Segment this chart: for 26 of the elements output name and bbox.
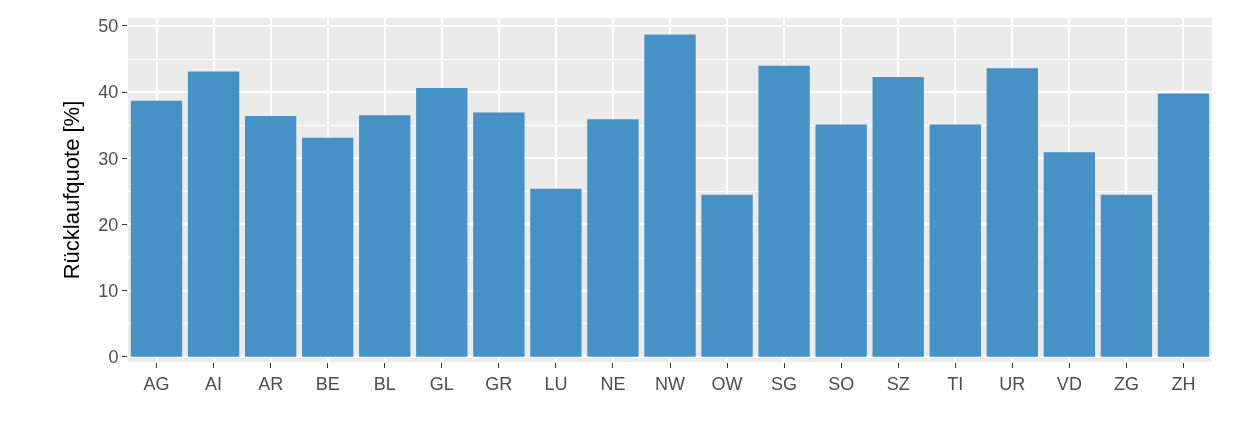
x-tick-label: NE xyxy=(600,373,626,394)
x-tick-label: NW xyxy=(655,373,685,394)
x-tick-label: SZ xyxy=(886,373,910,394)
x-tick-label: BE xyxy=(315,373,340,394)
x-tick-label: AR xyxy=(258,373,284,394)
y-tick-label: 50 xyxy=(98,16,119,37)
x-tick-label: VD xyxy=(1056,373,1082,394)
x-tick-label: GL xyxy=(429,373,454,394)
y-axis-title: Rücklaufquote [%] xyxy=(59,100,85,280)
x-tick-label: OW xyxy=(711,373,743,394)
x-tick-label: AI xyxy=(205,373,223,394)
x-tick-label: UR xyxy=(999,373,1026,394)
y-tick-label: 20 xyxy=(98,214,119,235)
x-tick-label: ZG xyxy=(1113,373,1139,394)
x-tick-label: BL xyxy=(373,373,396,394)
x-tick-label: TI xyxy=(947,373,964,394)
x-tick-label: LU xyxy=(544,373,568,394)
y-tick-label: 0 xyxy=(108,347,119,368)
y-tick-label: 40 xyxy=(98,82,119,103)
y-tick-label: 10 xyxy=(98,280,119,301)
x-tick-label: SO xyxy=(828,373,855,394)
y-tick-label: 30 xyxy=(98,148,119,169)
x-tick-label: ZH xyxy=(1171,373,1196,394)
x-tick-label: GR xyxy=(485,373,513,394)
x-tick-label: SG xyxy=(771,373,798,394)
x-tick-label: AG xyxy=(143,373,170,394)
